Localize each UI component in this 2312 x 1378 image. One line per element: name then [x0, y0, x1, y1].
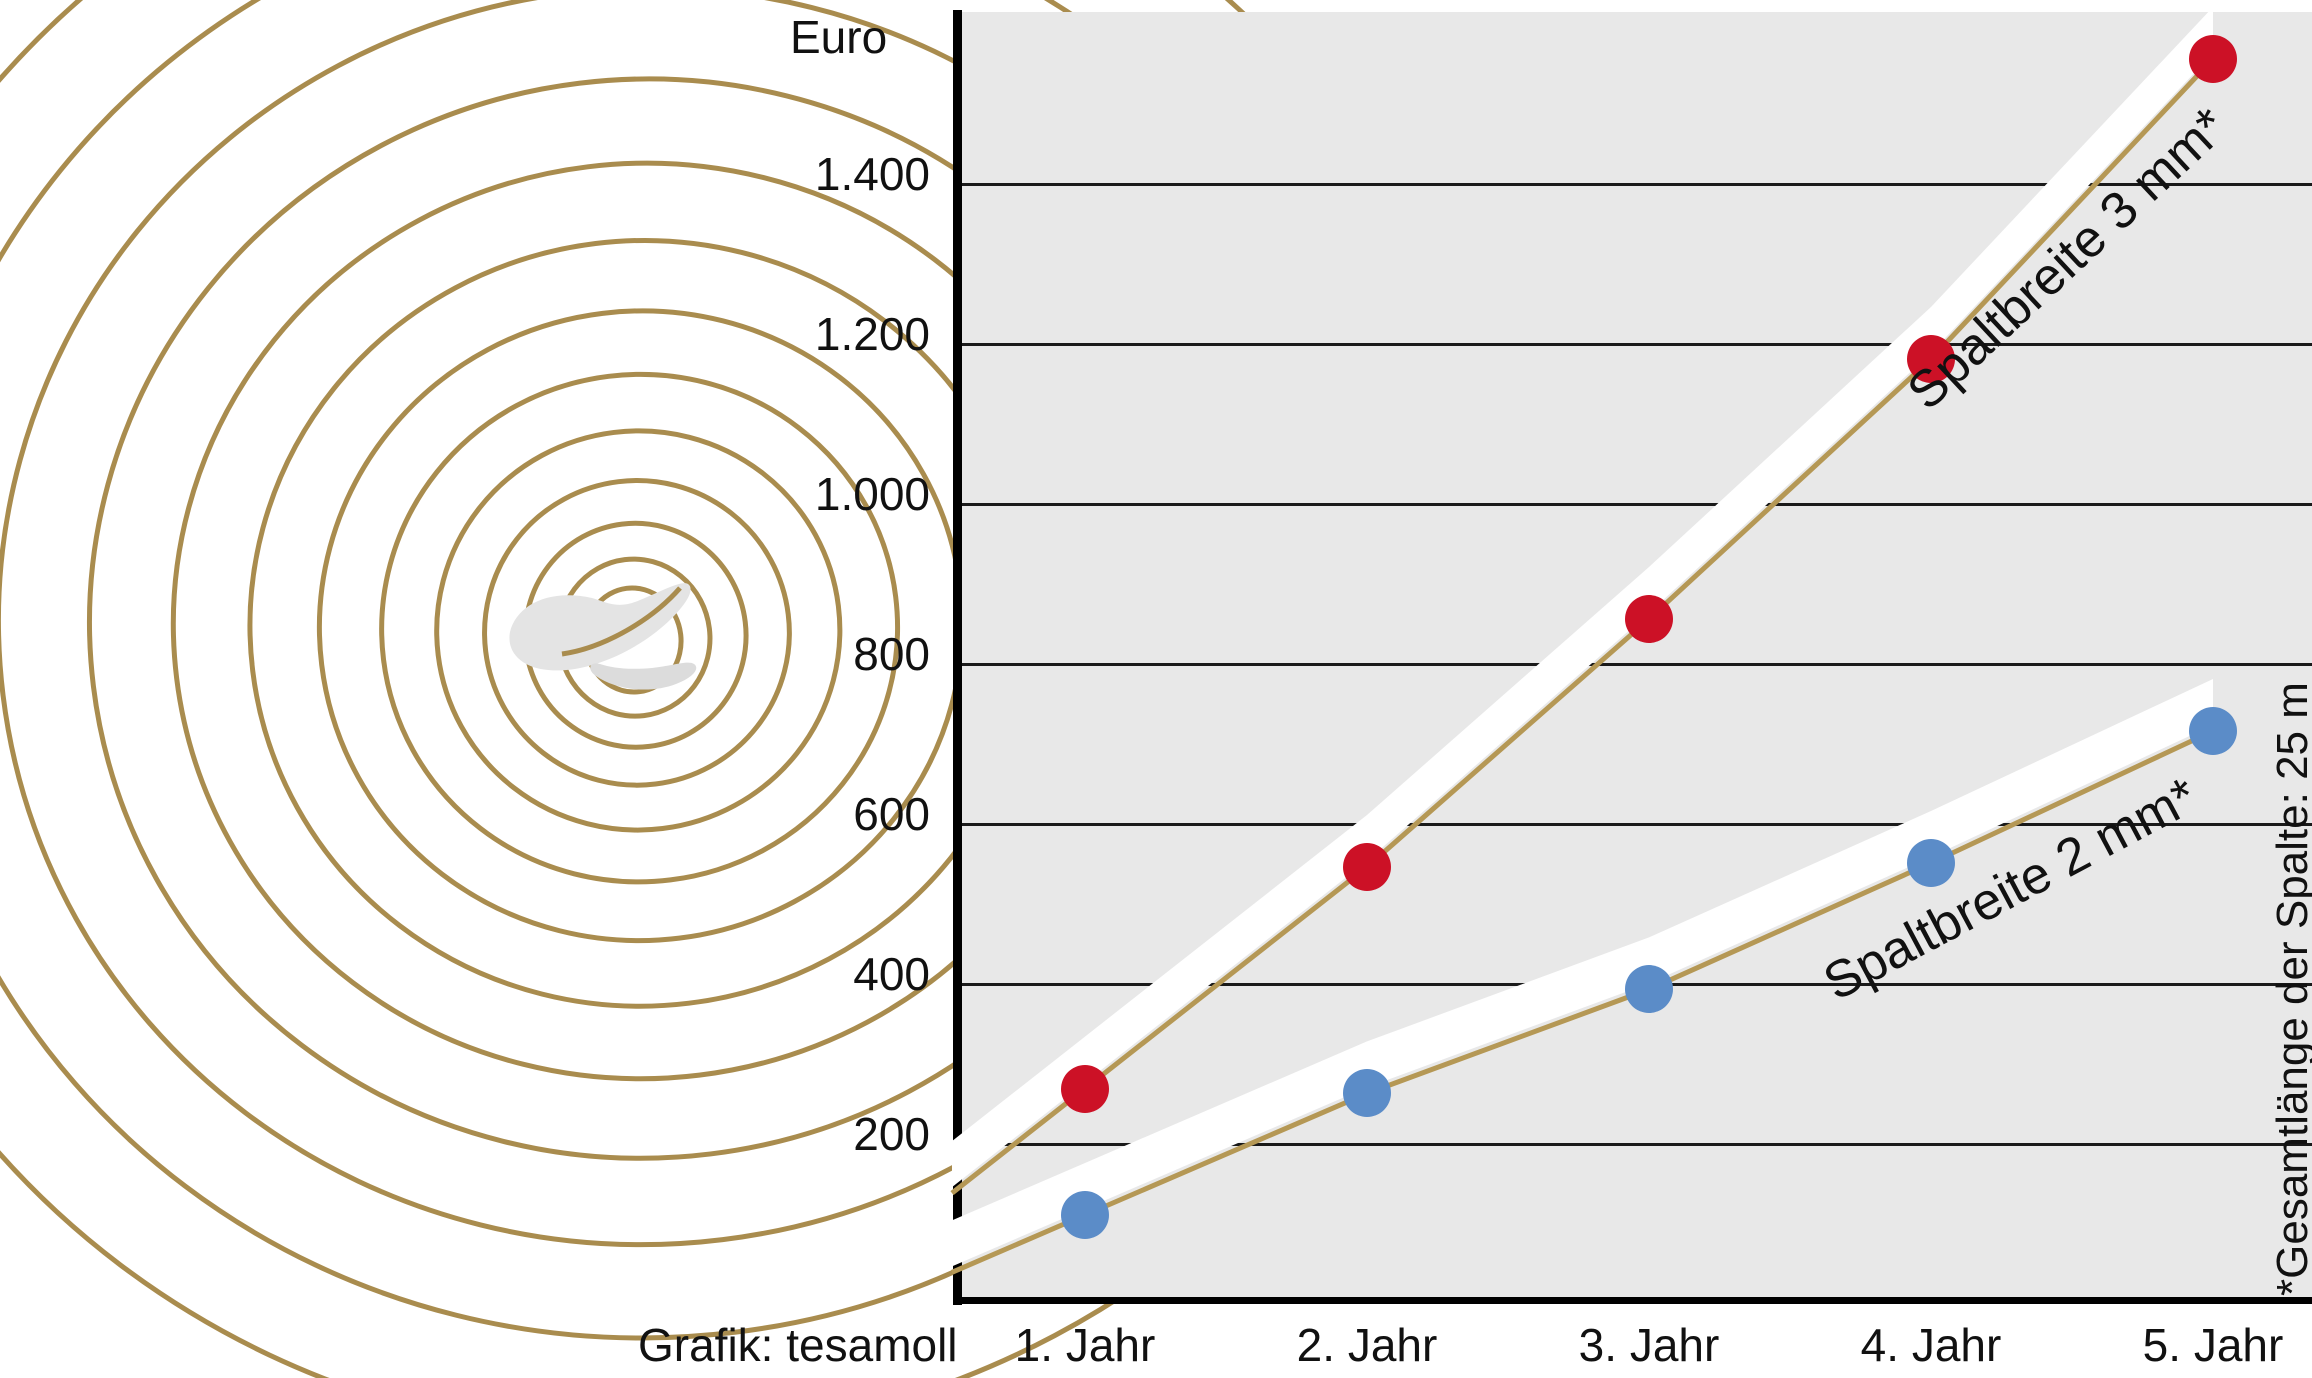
plot-area-background	[962, 12, 2312, 1303]
footnote-total-gap-length: *Gesamtlänge der Spalte: 25 m	[2268, 682, 2312, 1296]
y-tick-label: 400	[853, 948, 930, 1000]
data-point	[2189, 35, 2237, 83]
data-point	[1343, 1069, 1391, 1118]
data-point	[1061, 1191, 1109, 1239]
gridline	[962, 183, 2312, 186]
gridline	[962, 343, 2312, 346]
y-tick-label: 600	[853, 788, 930, 840]
data-point	[1625, 965, 1673, 1014]
data-point	[1625, 595, 1673, 643]
x-tick-label: 1. Jahr	[1014, 1319, 1156, 1371]
x-tick-label: 3. Jahr	[1578, 1319, 1720, 1371]
gridline	[962, 823, 2312, 826]
y-tick-label: 1.200	[814, 308, 930, 360]
x-tick-label: 2. Jahr	[1296, 1319, 1438, 1371]
y-tick-label: 200	[853, 1108, 930, 1160]
y-axis-line	[953, 10, 962, 1305]
series-highlight-band	[952, 679, 2213, 1267]
gridline	[962, 1143, 2312, 1146]
chart-credit: Grafik: tesamoll	[638, 1319, 958, 1371]
data-point	[1061, 1064, 1109, 1113]
y-tick-label: 800	[853, 628, 930, 680]
data-point	[2189, 707, 2237, 755]
data-point	[1907, 839, 1955, 887]
series-line	[950, 57, 2215, 1196]
series-highlight-band	[952, 7, 2213, 1188]
data-point	[1343, 843, 1391, 891]
y-tick-label: 1.000	[814, 468, 930, 520]
x-tick-label: 4. Jahr	[1860, 1319, 2002, 1371]
gridline	[962, 663, 2312, 666]
x-axis-line	[953, 1297, 2312, 1304]
y-axis-unit-label: Euro	[790, 11, 888, 63]
y-tick-label: 1.400	[814, 148, 930, 200]
x-tick-label: 5. Jahr	[2142, 1319, 2284, 1371]
data-point	[1907, 335, 1955, 383]
gridline	[962, 503, 2312, 506]
